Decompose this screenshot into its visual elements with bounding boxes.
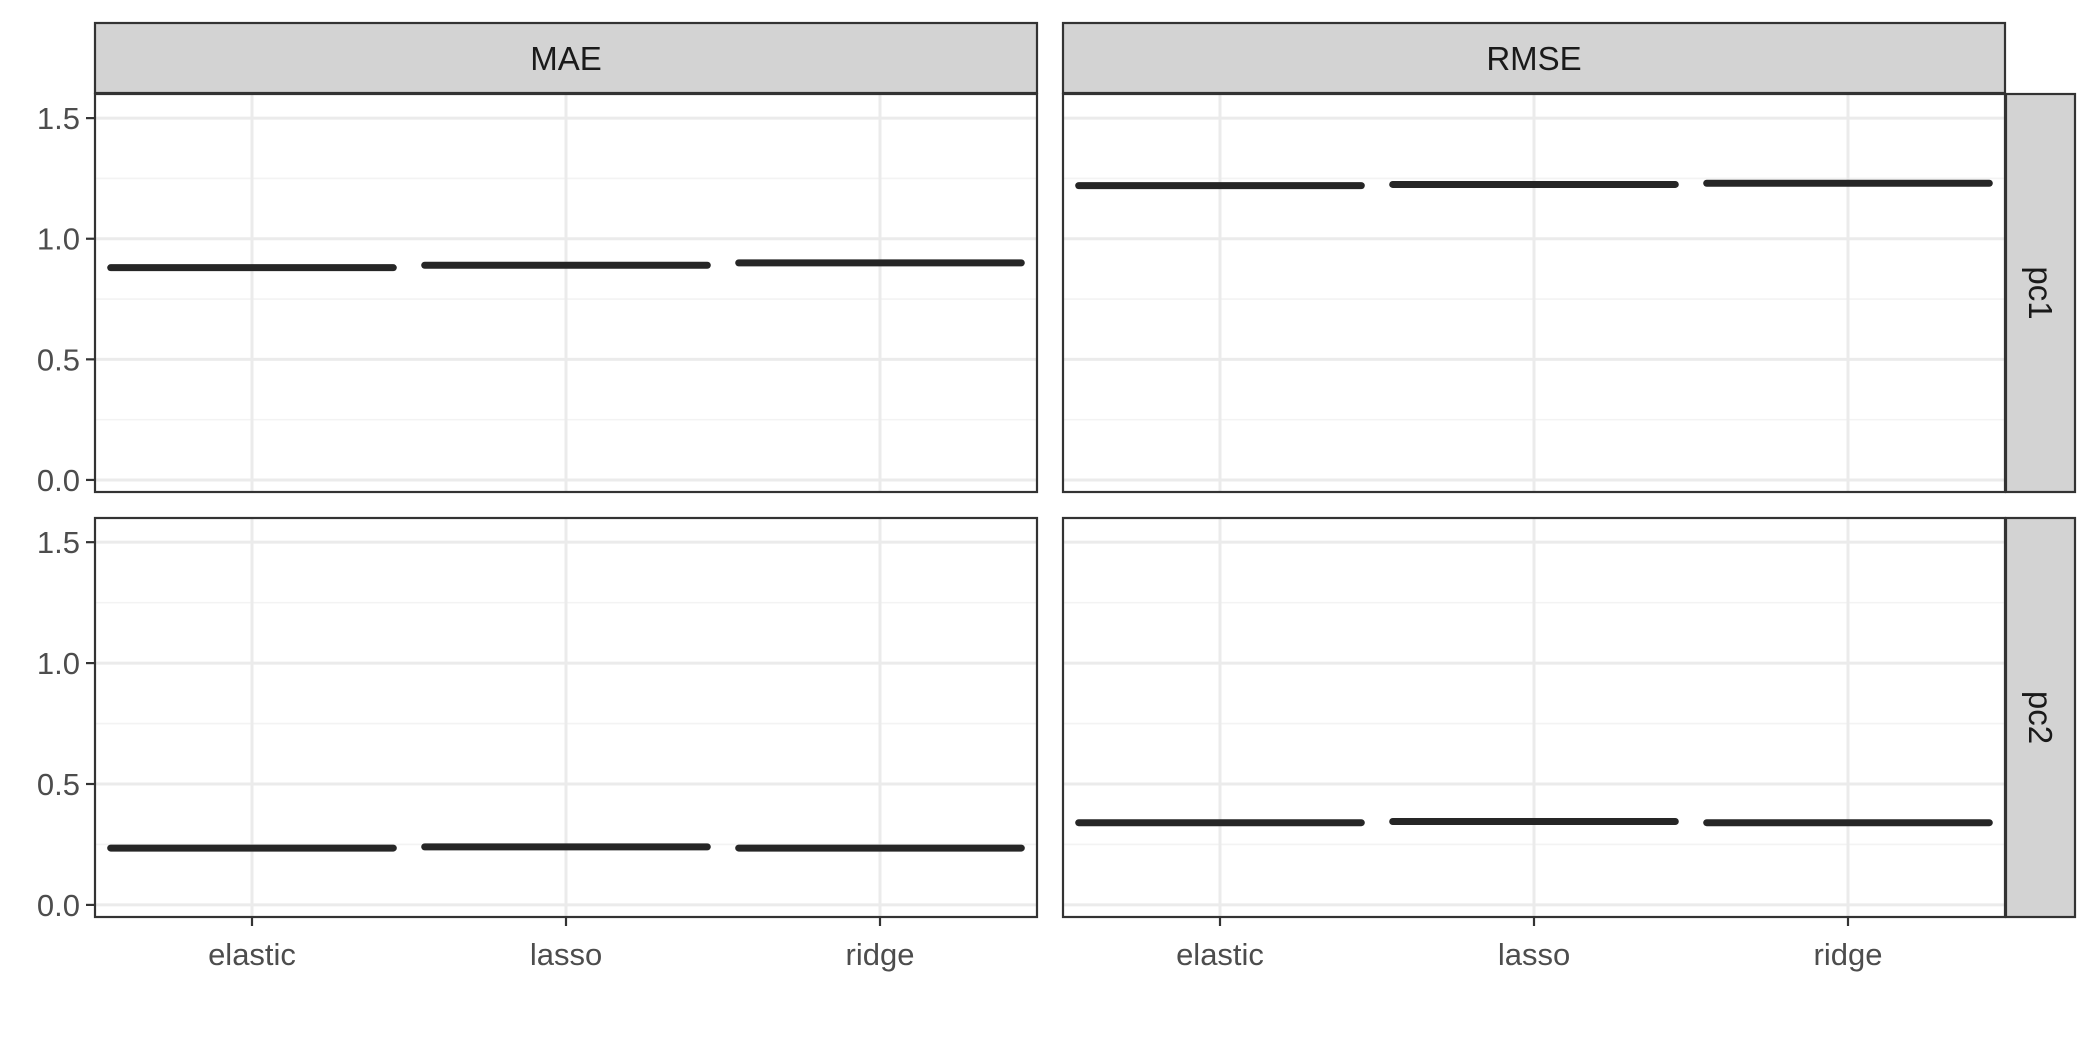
x-tick-label-lasso: lasso xyxy=(530,937,602,972)
strip-label-mae: MAE xyxy=(530,40,602,77)
strip-mae xyxy=(93,21,1039,95)
panel-mae-pc1 xyxy=(93,92,1039,494)
strip-label-pc2: pc2 xyxy=(2022,691,2059,744)
x-tick-label-ridge: ridge xyxy=(846,937,915,972)
y-tick-label: 1.0 xyxy=(37,222,80,257)
panel-border xyxy=(1061,92,2007,494)
y-tick-label: 0.0 xyxy=(37,463,80,498)
y-tick-label: 0.0 xyxy=(37,888,80,923)
y-tick-label: 0.5 xyxy=(37,342,80,377)
y-tick-label: 1.0 xyxy=(37,646,80,681)
panel-border xyxy=(93,92,1039,494)
x-tick-label-lasso: lasso xyxy=(1498,937,1570,972)
strip-label-rmse: RMSE xyxy=(1486,40,1581,77)
x-tick-label-elastic: elastic xyxy=(208,937,296,972)
y-tick-label: 1.5 xyxy=(37,525,80,560)
x-tick-label-elastic: elastic xyxy=(1176,937,1264,972)
panel-rmse-pc2 xyxy=(1061,516,2007,919)
strip-pc1 xyxy=(2004,92,2077,494)
strip-rmse xyxy=(1061,21,2007,95)
x-tick-label-ridge: ridge xyxy=(1814,937,1883,972)
y-tick-label: 0.5 xyxy=(37,767,80,802)
y-tick-label: 1.5 xyxy=(37,101,80,136)
strip-label-pc1: pc1 xyxy=(2022,266,2059,319)
panel-mae-pc2 xyxy=(93,516,1039,919)
panel-rmse-pc1 xyxy=(1061,92,2007,494)
strip-pc2 xyxy=(2004,516,2077,919)
